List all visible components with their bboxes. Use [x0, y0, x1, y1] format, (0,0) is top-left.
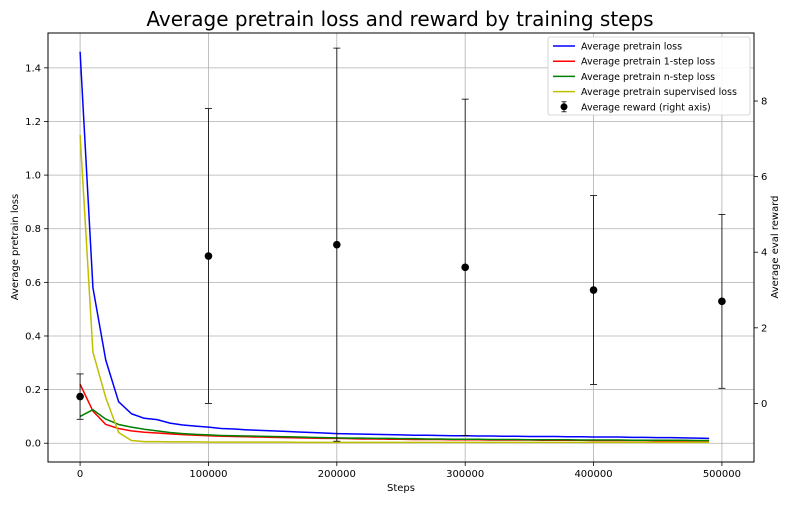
y2-tick-label: 8: [761, 97, 767, 108]
x-tick-label: 0: [77, 469, 83, 480]
legend-label-1: Average pretrain loss: [581, 42, 682, 53]
reward-point: [589, 286, 598, 294]
y2-tick-label: 6: [761, 172, 767, 183]
x-tick-label: 100000: [189, 469, 227, 480]
y-tick-label: 0.8: [25, 224, 41, 235]
y2-tick-label: 4: [761, 248, 767, 259]
x-axis-label: Steps: [387, 483, 415, 494]
series-layer: [79, 51, 710, 444]
reward-layer: [76, 47, 726, 442]
legend-label-3: Average pretrain n-step loss: [581, 72, 715, 83]
reward-point: [718, 297, 726, 306]
series-line-3: [79, 408, 710, 442]
x-tick-label: 500000: [703, 469, 741, 480]
legend-box: [547, 36, 751, 116]
x-tick-label: 200000: [318, 469, 356, 480]
reward-point: [461, 263, 469, 272]
y-tick-label: 0.4: [25, 331, 41, 342]
y-tick-label: 1.2: [25, 117, 41, 128]
legend-label-4: Average pretrain supervised loss: [581, 87, 737, 98]
legend: Average pretrain loss Average pretrain 1-…: [547, 36, 751, 116]
y-tick-label: 1.0: [25, 171, 41, 182]
reward-point: [333, 240, 341, 249]
reward-point: [204, 252, 213, 260]
y-tick-label: 1.4: [25, 63, 41, 74]
y2-axis-label: Average eval reward: [770, 195, 781, 298]
x-tick-label: 400000: [574, 469, 612, 480]
legend-reward-marker: [560, 103, 568, 111]
reward-point: [76, 392, 84, 401]
y-axis-label: Average pretrain loss: [10, 194, 21, 300]
plot-frame: [47, 32, 755, 463]
legend-label-reward: Average reward (right axis): [581, 102, 711, 113]
ticks-layer: 0 100000 200000 300000 400000 500000 0.0 0.2 0.4…: [25, 63, 767, 480]
series-line-1: [79, 51, 710, 440]
chart-title: Average pretrain loss and reward by trai…: [146, 7, 653, 31]
y-tick-label: 0.2: [25, 385, 41, 396]
legend-label-2: Average pretrain 1-step loss: [581, 57, 715, 68]
series-line-4: [79, 134, 710, 444]
x-tick-label: 300000: [446, 469, 484, 480]
y2-tick-label: 0: [761, 399, 767, 410]
y-tick-label: 0.0: [25, 439, 41, 450]
y2-tick-label: 2: [761, 323, 767, 334]
y-tick-label: 0.6: [25, 278, 41, 289]
